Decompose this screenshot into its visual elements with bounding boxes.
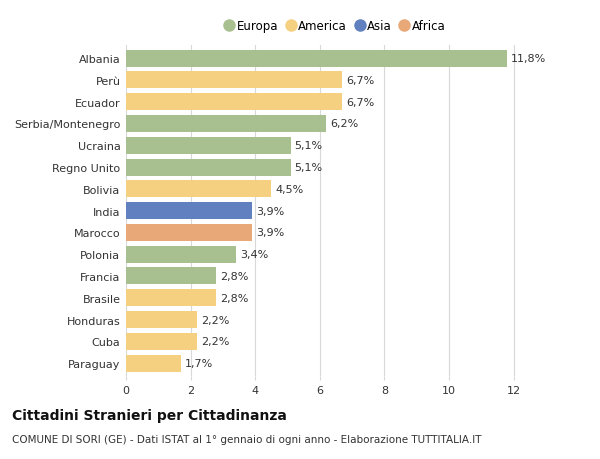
Text: COMUNE DI SORI (GE) - Dati ISTAT al 1° gennaio di ogni anno - Elaborazione TUTTI: COMUNE DI SORI (GE) - Dati ISTAT al 1° g… bbox=[12, 434, 482, 444]
Text: 4,5%: 4,5% bbox=[275, 185, 304, 195]
Bar bbox=[126, 159, 291, 176]
Text: 6,2%: 6,2% bbox=[330, 119, 358, 129]
Text: Cittadini Stranieri per Cittadinanza: Cittadini Stranieri per Cittadinanza bbox=[12, 409, 287, 422]
Bar bbox=[126, 333, 197, 350]
Bar bbox=[126, 137, 291, 154]
Bar bbox=[126, 203, 252, 219]
Text: 3,9%: 3,9% bbox=[256, 228, 284, 238]
Text: 3,9%: 3,9% bbox=[256, 206, 284, 216]
Legend: Europa, America, Asia, Africa: Europa, America, Asia, Africa bbox=[221, 16, 451, 38]
Text: 3,4%: 3,4% bbox=[240, 250, 268, 260]
Bar bbox=[126, 72, 343, 89]
Text: 2,2%: 2,2% bbox=[201, 315, 229, 325]
Text: 6,7%: 6,7% bbox=[346, 97, 374, 107]
Text: 2,8%: 2,8% bbox=[220, 271, 249, 281]
Text: 2,2%: 2,2% bbox=[201, 336, 229, 347]
Text: 6,7%: 6,7% bbox=[346, 76, 374, 86]
Bar bbox=[126, 116, 326, 133]
Text: 1,7%: 1,7% bbox=[185, 358, 213, 368]
Bar bbox=[126, 290, 217, 307]
Text: 5,1%: 5,1% bbox=[295, 162, 323, 173]
Text: 5,1%: 5,1% bbox=[295, 141, 323, 151]
Bar bbox=[126, 224, 252, 241]
Bar bbox=[126, 50, 507, 67]
Bar bbox=[126, 246, 236, 263]
Bar bbox=[126, 94, 343, 111]
Bar bbox=[126, 268, 217, 285]
Text: 11,8%: 11,8% bbox=[511, 54, 547, 64]
Text: 2,8%: 2,8% bbox=[220, 293, 249, 303]
Bar bbox=[126, 181, 271, 198]
Bar bbox=[126, 355, 181, 372]
Bar bbox=[126, 311, 197, 328]
